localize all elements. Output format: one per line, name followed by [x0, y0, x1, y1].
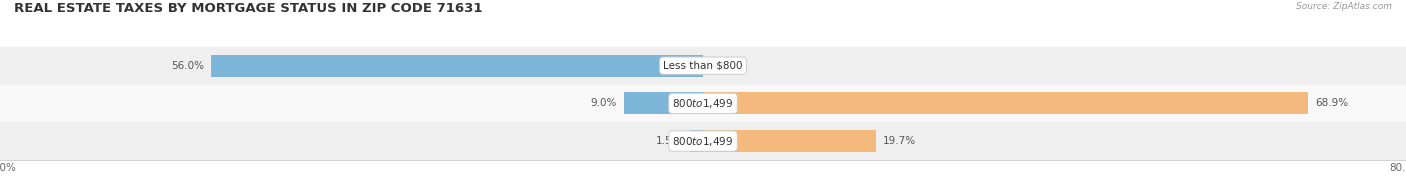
Text: Less than $800: Less than $800 — [664, 61, 742, 71]
Text: 9.0%: 9.0% — [591, 98, 617, 108]
Bar — [211, 55, 703, 77]
Text: 1.5%: 1.5% — [657, 136, 683, 146]
Text: 19.7%: 19.7% — [883, 136, 917, 146]
Text: $800 to $1,499: $800 to $1,499 — [672, 135, 734, 148]
Bar — [0, 84, 1406, 122]
Bar — [703, 130, 876, 152]
Bar — [624, 92, 703, 114]
Text: 56.0%: 56.0% — [172, 61, 204, 71]
Text: 68.9%: 68.9% — [1316, 98, 1348, 108]
Bar — [690, 130, 703, 152]
Text: Source: ZipAtlas.com: Source: ZipAtlas.com — [1296, 2, 1392, 11]
Bar — [703, 92, 1309, 114]
Bar — [0, 122, 1406, 160]
Text: REAL ESTATE TAXES BY MORTGAGE STATUS IN ZIP CODE 71631: REAL ESTATE TAXES BY MORTGAGE STATUS IN … — [14, 2, 482, 15]
Text: $800 to $1,499: $800 to $1,499 — [672, 97, 734, 110]
Bar — [0, 47, 1406, 84]
